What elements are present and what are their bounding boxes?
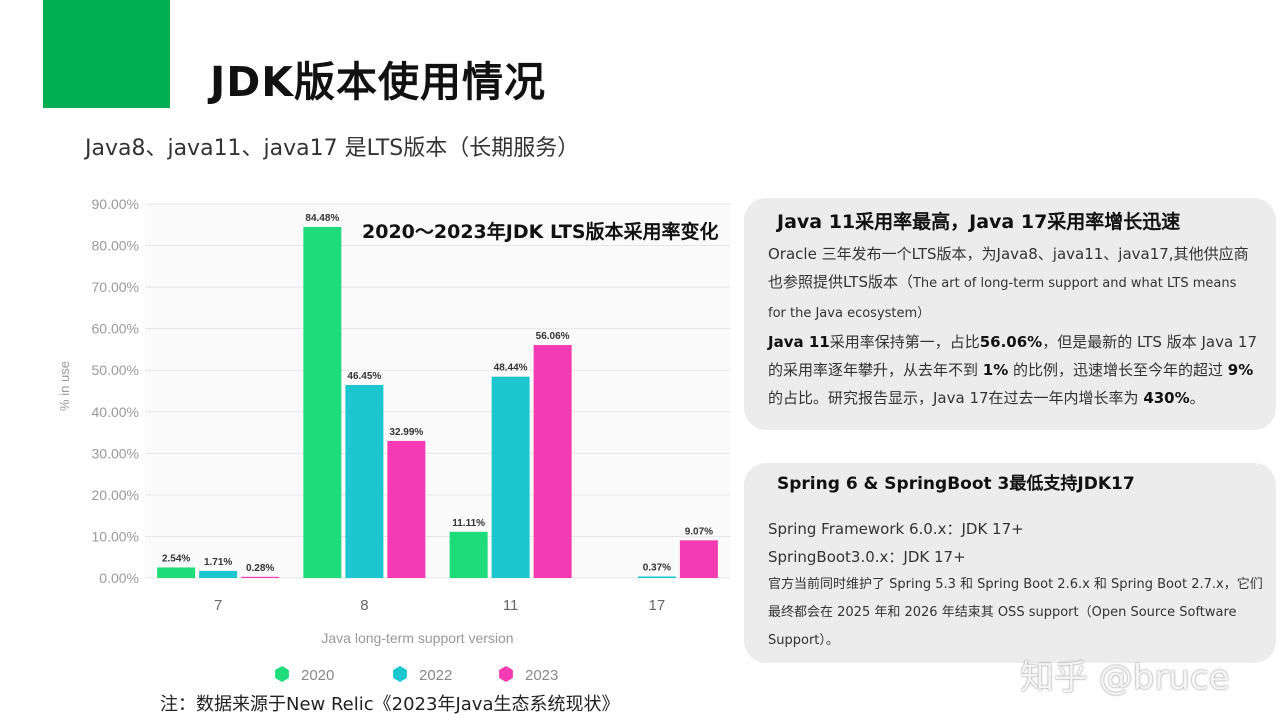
watermark: 知乎 @bruce: [1020, 658, 1230, 698]
card-body: Oracle 三年发布一个LTS版本，为Java8、java11、java17,…: [768, 240, 1258, 412]
legend-label: 2020: [301, 667, 334, 684]
y-tick-label: 20.00%: [92, 487, 139, 503]
data-label: 48.44%: [494, 363, 528, 374]
y-tick-label: 10.00%: [92, 528, 139, 544]
card-line: Spring Framework 6.0.x：JDK 17+: [768, 520, 1024, 538]
card-java-adoption: Java 11采用率最高，Java 17采用率增长迅速 Oracle 三年发布一…: [744, 198, 1276, 430]
chart-title: 2020～2023年JDK LTS版本采用率变化: [362, 220, 719, 243]
x-tick-label: 8: [360, 597, 368, 614]
card-spring-support: Spring 6 & SpringBoot 3最低支持JDK17 Spring …: [744, 463, 1276, 663]
card-text: 。: [1189, 389, 1205, 407]
legend-marker-2023: [499, 666, 513, 682]
bar-2023-17: [679, 540, 718, 578]
data-label: 46.45%: [347, 371, 381, 382]
card-body: Spring Framework 6.0.x：JDK 17+ SpringBoo…: [768, 515, 1268, 655]
bar-2023-7: [241, 576, 280, 578]
x-tick-label: 17: [649, 597, 666, 614]
legend-marker-2020: [275, 666, 289, 682]
y-tick-label: 40.00%: [92, 404, 139, 420]
bar-2022-8: [345, 384, 384, 578]
card-text-bold: 9%: [1227, 361, 1254, 379]
data-label: 84.48%: [305, 213, 339, 224]
data-label: 9.07%: [685, 526, 713, 537]
bar-2020-8: [303, 226, 342, 578]
card-line: SpringBoot3.0.x：JDK 17+: [768, 548, 966, 566]
bar-2022-7: [199, 570, 238, 578]
bar-2020-11: [449, 531, 488, 578]
card-line: 官方当前同时维护了 Spring 5.3 和 Spring Boot 2.6.x…: [768, 577, 1263, 648]
legend-marker-2022: [393, 666, 407, 682]
chart-svg: 0.00% 10.00% 20.00% 30.00% 40.00% 50.00% 60.00…: [57, 196, 730, 684]
slide-title: JDK版本使用情况: [210, 58, 547, 106]
data-label: 2.54%: [162, 553, 190, 564]
bar-2020-7: [157, 567, 196, 578]
card-heading: Java 11采用率最高，Java 17采用率增长迅速: [777, 211, 1181, 233]
source-note: 注：数据来源于New Relic《2023年Java生态系统现状》: [160, 694, 620, 715]
card-text: The art of long-term support and what LT…: [768, 276, 1237, 321]
data-label: 1.71%: [204, 557, 232, 568]
x-axis-label: Java long-term support version: [321, 630, 513, 646]
y-tick-label: 80.00%: [92, 238, 139, 254]
slide-subtitle: Java8、java11、java17 是LTS版本（长期服务）: [85, 136, 580, 161]
x-tick-label: 7: [214, 597, 222, 614]
y-tick-label: 70.00%: [92, 279, 139, 295]
card-text: Oracle 三年发布一个LTS版本，为Java8、java11、java17,…: [768, 245, 1249, 291]
legend-label: 2023: [525, 667, 558, 684]
card-text: ，但是最新的 LTS 版本 Java 17 的采用率逐年攀升，从去年不到: [768, 333, 1258, 379]
card-text-bold: Java 11: [768, 333, 830, 351]
data-label: 0.37%: [643, 562, 671, 573]
card-text: 采用率保持第一，占比: [829, 333, 980, 351]
card-text: 的比例，迅速增长至今年的超过: [1008, 361, 1228, 379]
bar-2023-11: [533, 345, 572, 578]
legend-label: 2022: [419, 667, 452, 684]
card-heading: Spring 6 & SpringBoot 3最低支持JDK17: [777, 474, 1135, 494]
plot-area: [145, 204, 730, 578]
data-label: 0.28%: [246, 563, 274, 574]
data-label: 56.06%: [536, 331, 570, 342]
y-tick-label: 60.00%: [92, 321, 139, 337]
bar-2023-8: [387, 440, 426, 578]
y-tick-label: 0.00%: [99, 570, 139, 586]
x-tick-label: 11: [503, 597, 519, 614]
y-axis-label: % in use: [57, 361, 72, 411]
bar-2022-11: [491, 376, 530, 578]
data-label: 11.11%: [452, 518, 485, 529]
card-text-bold: 430%: [1143, 389, 1190, 407]
data-label: 32.99%: [389, 427, 423, 438]
card-text: 的占比。研究报告显示，Java 17在过去一年内增长率为: [768, 389, 1144, 407]
y-tick-label: 90.00%: [92, 196, 139, 212]
bar-2022-17: [637, 576, 676, 578]
accent-block: [43, 0, 170, 108]
y-tick-label: 50.00%: [92, 362, 139, 378]
bar-chart: 0.00% 10.00% 20.00% 30.00% 40.00% 50.00% 60.00…: [50, 190, 740, 690]
card-text-bold: 56.06%: [979, 333, 1043, 351]
y-tick-label: 30.00%: [92, 445, 139, 461]
card-text-bold: 1%: [982, 361, 1009, 379]
